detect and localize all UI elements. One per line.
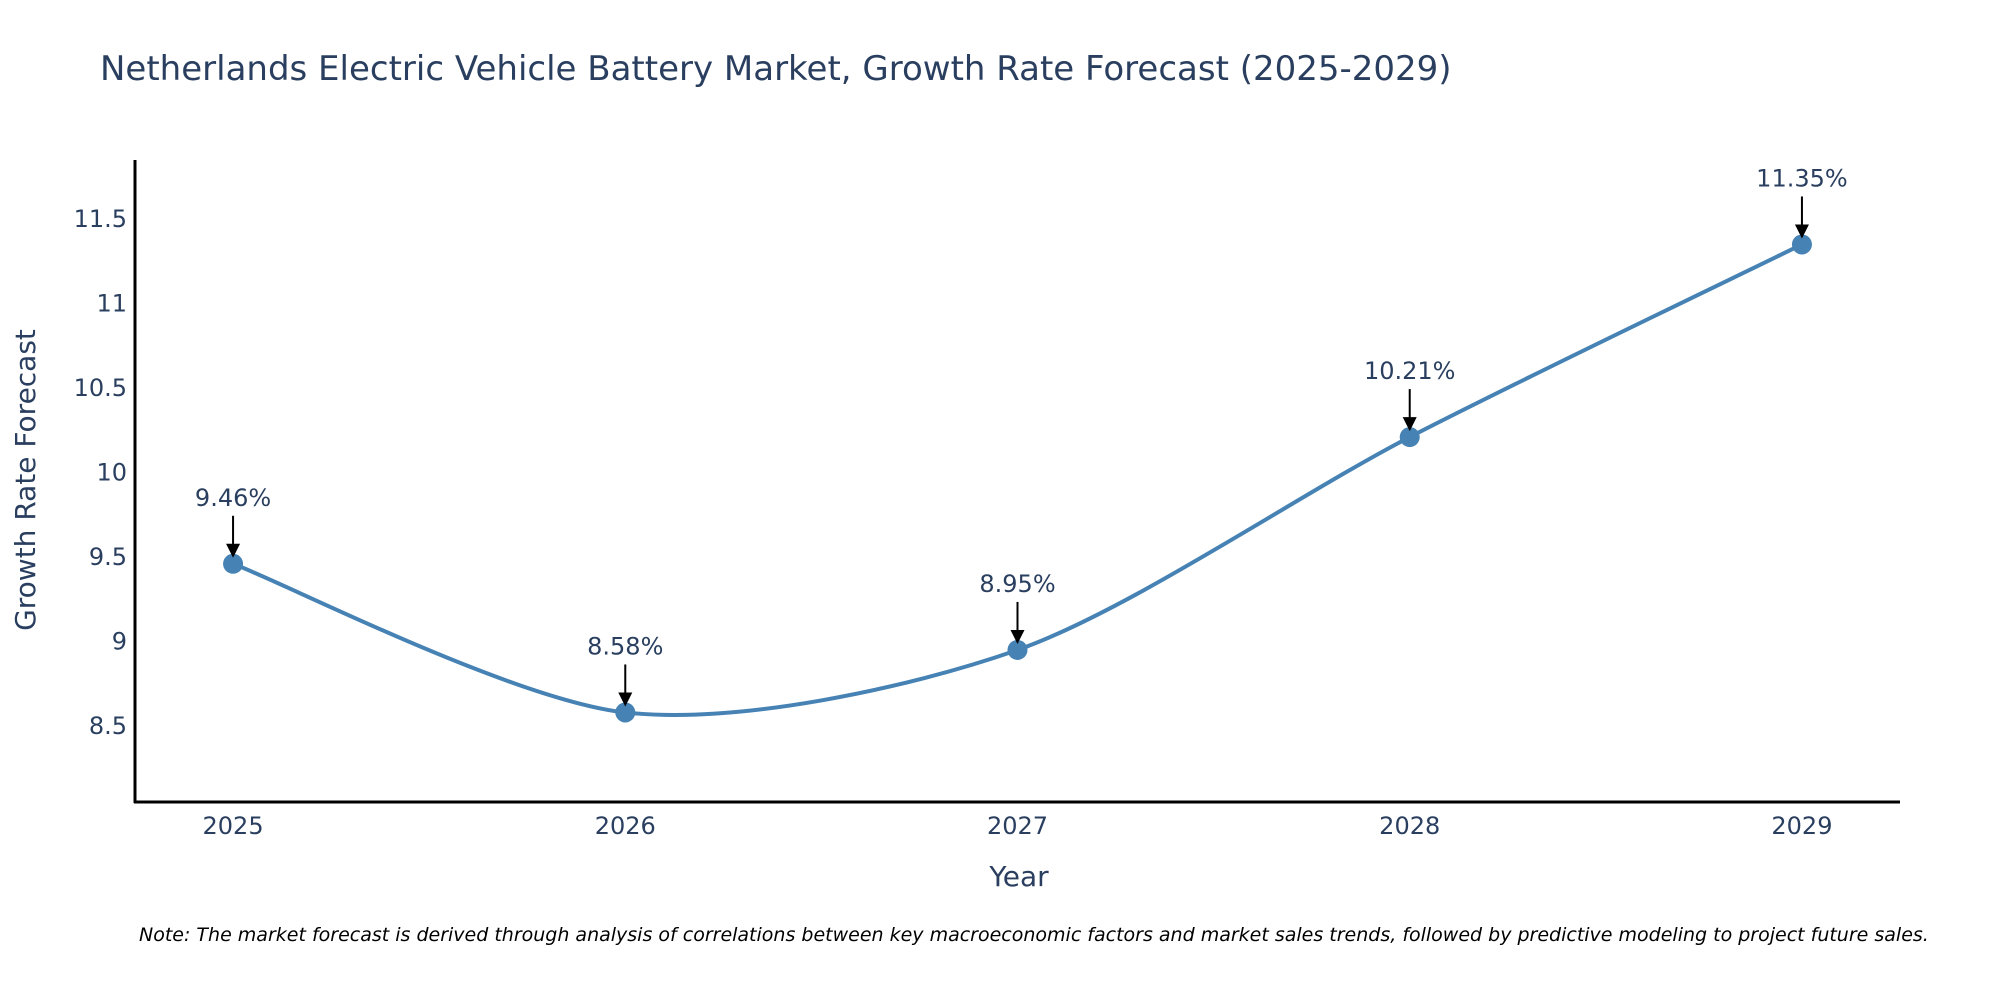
annotation-arrowhead bbox=[1794, 224, 1809, 239]
x-tick-label: 2029 bbox=[1771, 812, 1832, 840]
y-tick-label: 11.5 bbox=[74, 205, 127, 233]
data-labels: 9.46% 8.58% 8.95% 10.21% 11.35% bbox=[195, 164, 1848, 707]
y-axis-title: Growth Rate Forecast bbox=[9, 329, 42, 631]
data-point[interactable] bbox=[1791, 234, 1812, 255]
x-axis: 2025 2026 2027 2028 2029 bbox=[134, 800, 1900, 840]
x-tick-label: 2027 bbox=[987, 812, 1048, 840]
y-tick-label: 8.5 bbox=[89, 712, 127, 740]
x-tick-label: 2026 bbox=[595, 812, 656, 840]
annotation-arrowhead bbox=[1010, 629, 1025, 644]
y-tick-label: 9 bbox=[112, 628, 127, 656]
data-label: 8.58% bbox=[587, 632, 663, 660]
data-label: 11.35% bbox=[1756, 164, 1848, 192]
data-point[interactable] bbox=[223, 553, 244, 574]
y-tick-label: 9.5 bbox=[89, 543, 127, 571]
x-tick-label: 2028 bbox=[1379, 812, 1440, 840]
data-point[interactable] bbox=[1007, 639, 1028, 660]
data-point[interactable] bbox=[615, 702, 636, 723]
y-tick-label: 10.5 bbox=[74, 374, 127, 402]
footnote: Note: The market forecast is derived thr… bbox=[139, 924, 1929, 946]
series-growth-rate bbox=[223, 234, 1812, 723]
x-tick-label: 2025 bbox=[203, 812, 264, 840]
data-label: 10.21% bbox=[1364, 357, 1456, 385]
annotation-arrowhead bbox=[618, 692, 633, 707]
annotation-arrowhead bbox=[226, 543, 241, 558]
y-axis: 8.5 9 9.5 10 10.5 11 11.5 bbox=[74, 160, 137, 803]
chart-title: Netherlands Electric Vehicle Battery Mar… bbox=[100, 49, 1452, 89]
x-axis-title: Year bbox=[988, 860, 1049, 893]
data-label: 8.95% bbox=[979, 570, 1055, 598]
y-tick-label: 11 bbox=[96, 290, 127, 318]
annotation-arrowhead bbox=[1402, 417, 1417, 432]
y-tick-label: 10 bbox=[96, 459, 127, 487]
data-label: 9.46% bbox=[195, 484, 271, 512]
data-point[interactable] bbox=[1399, 427, 1420, 448]
